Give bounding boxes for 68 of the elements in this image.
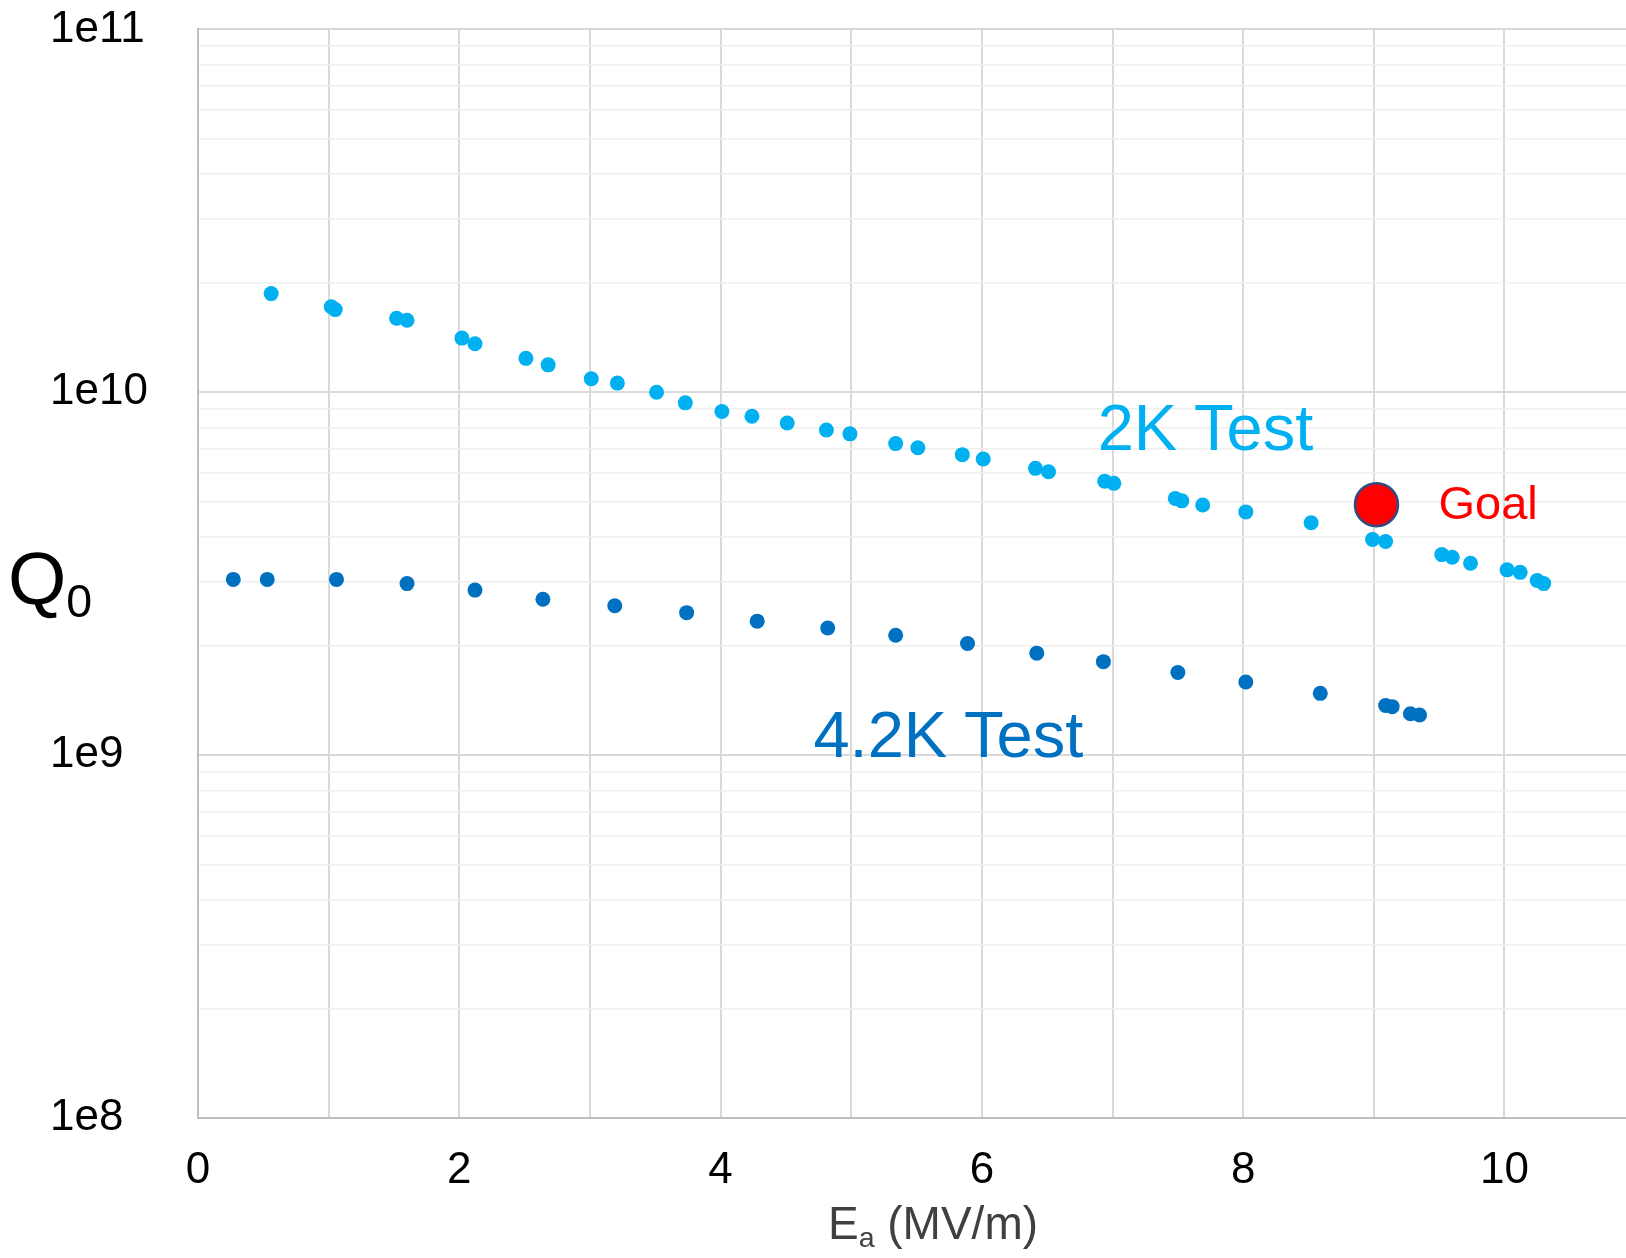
x-tick-label: 10 <box>1480 1142 1529 1192</box>
point <box>609 375 625 391</box>
point <box>583 371 599 387</box>
point <box>820 620 836 636</box>
point <box>960 636 976 652</box>
point <box>327 302 343 318</box>
point <box>1095 654 1111 670</box>
point <box>1106 475 1122 491</box>
point <box>540 357 556 373</box>
point <box>1303 515 1319 531</box>
point <box>1499 562 1515 578</box>
point <box>1027 460 1043 476</box>
point <box>649 384 665 400</box>
point <box>518 350 534 366</box>
point <box>1512 564 1528 580</box>
point <box>535 591 551 607</box>
point <box>888 436 904 452</box>
point <box>679 605 695 621</box>
point <box>467 582 483 598</box>
point <box>1463 555 1479 571</box>
series-label: 2K Test <box>1097 391 1314 465</box>
x-tick-label: 4 <box>708 1142 733 1192</box>
point <box>842 426 858 442</box>
point <box>1238 504 1254 520</box>
point <box>1378 533 1394 549</box>
x-tick-label: 0 <box>185 1142 211 1192</box>
y-tick-label: 1e11 <box>50 1 145 51</box>
point <box>467 336 483 352</box>
point <box>749 613 765 629</box>
x-tick-label: 8 <box>1230 1142 1256 1192</box>
point <box>818 422 834 438</box>
point <box>225 571 241 587</box>
x-tick-label: 2 <box>447 1142 472 1192</box>
point <box>1365 531 1381 547</box>
point <box>1312 685 1328 701</box>
point <box>975 451 991 467</box>
point <box>910 440 926 456</box>
point <box>259 571 275 587</box>
x-tick-label: 6 <box>969 1142 995 1192</box>
y-tick-label: 1e8 <box>50 1090 124 1140</box>
point <box>1536 576 1552 592</box>
point <box>677 395 693 411</box>
point <box>399 312 415 328</box>
y-axis-title: Q$_{0}$ <box>8 536 93 628</box>
point <box>779 415 795 431</box>
point <box>1170 664 1186 680</box>
series-label: Goal <box>1438 475 1538 529</box>
x-axis-title: E$_{a}$ (MV/m) <box>827 1197 1039 1253</box>
point <box>954 447 970 463</box>
point <box>607 598 623 614</box>
point <box>263 286 279 302</box>
point <box>454 330 470 346</box>
point <box>1174 493 1190 509</box>
point <box>744 408 760 424</box>
y-tick-label: 1e9 <box>50 727 124 777</box>
point <box>888 627 904 643</box>
point <box>1041 464 1057 480</box>
point <box>1195 497 1211 513</box>
point <box>328 571 344 587</box>
y-tick-label: 1e10 <box>50 364 148 414</box>
point <box>714 404 730 420</box>
point <box>1412 707 1428 723</box>
point <box>399 576 415 592</box>
point <box>1238 674 1254 690</box>
point <box>1029 645 1045 661</box>
point <box>1353 481 1400 528</box>
series-label: 4.2K Test <box>813 697 1084 771</box>
point <box>1444 549 1460 565</box>
